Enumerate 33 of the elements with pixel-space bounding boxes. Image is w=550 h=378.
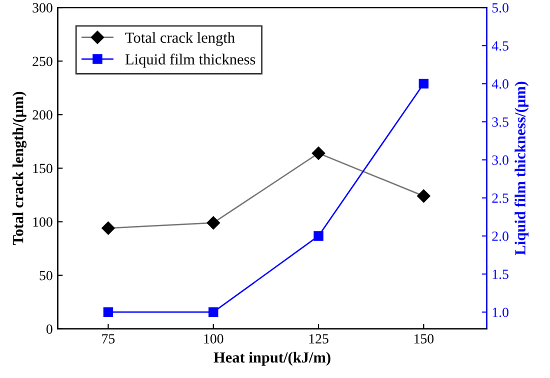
- y2-tick-label: 4.0: [492, 79, 508, 89]
- legend-label: Total crack length: [125, 32, 235, 46]
- y-tick-label: 0: [46, 324, 52, 334]
- y2-tick-label: 3.0: [492, 155, 508, 165]
- x-tick-label: 150: [414, 334, 434, 344]
- y2-tick-label: 1.0: [492, 308, 508, 318]
- x-tick-label: 125: [309, 334, 328, 344]
- point: [206, 216, 220, 230]
- point: [312, 146, 326, 160]
- legend-label: Liquid film thickness: [125, 54, 256, 68]
- y2-tick-label: 4.5: [492, 41, 508, 51]
- x-tick-label: 75: [102, 334, 115, 344]
- y-tick-label: 300: [32, 3, 52, 13]
- point: [102, 222, 115, 235]
- point: [208, 307, 218, 317]
- y-tick-label: 150: [33, 164, 52, 174]
- point: [417, 189, 430, 203]
- y2-tick-label: 5.0: [492, 3, 508, 13]
- y-axis-title: Total crack length/(μm): [12, 92, 26, 246]
- point: [314, 231, 324, 241]
- x-tick-label: 100: [204, 334, 224, 344]
- y2-tick-label: 2.0: [492, 232, 508, 241]
- y2-axis-title: Liquid film thickness/(μm): [514, 82, 529, 256]
- y-tick-label: 50: [40, 270, 52, 280]
- y-tick-label: 100: [33, 217, 52, 227]
- y2-tick-label: 1.5: [492, 270, 508, 280]
- y2-tick-label: 3.5: [492, 117, 508, 127]
- point: [103, 307, 114, 317]
- point: [418, 78, 429, 89]
- y-tick-label: 250: [32, 56, 52, 66]
- x-axis-title: Heat input/(kJ/m): [214, 352, 330, 366]
- y-tick-label: 200: [32, 110, 52, 120]
- y2-tick-label: 2.5: [492, 194, 508, 203]
